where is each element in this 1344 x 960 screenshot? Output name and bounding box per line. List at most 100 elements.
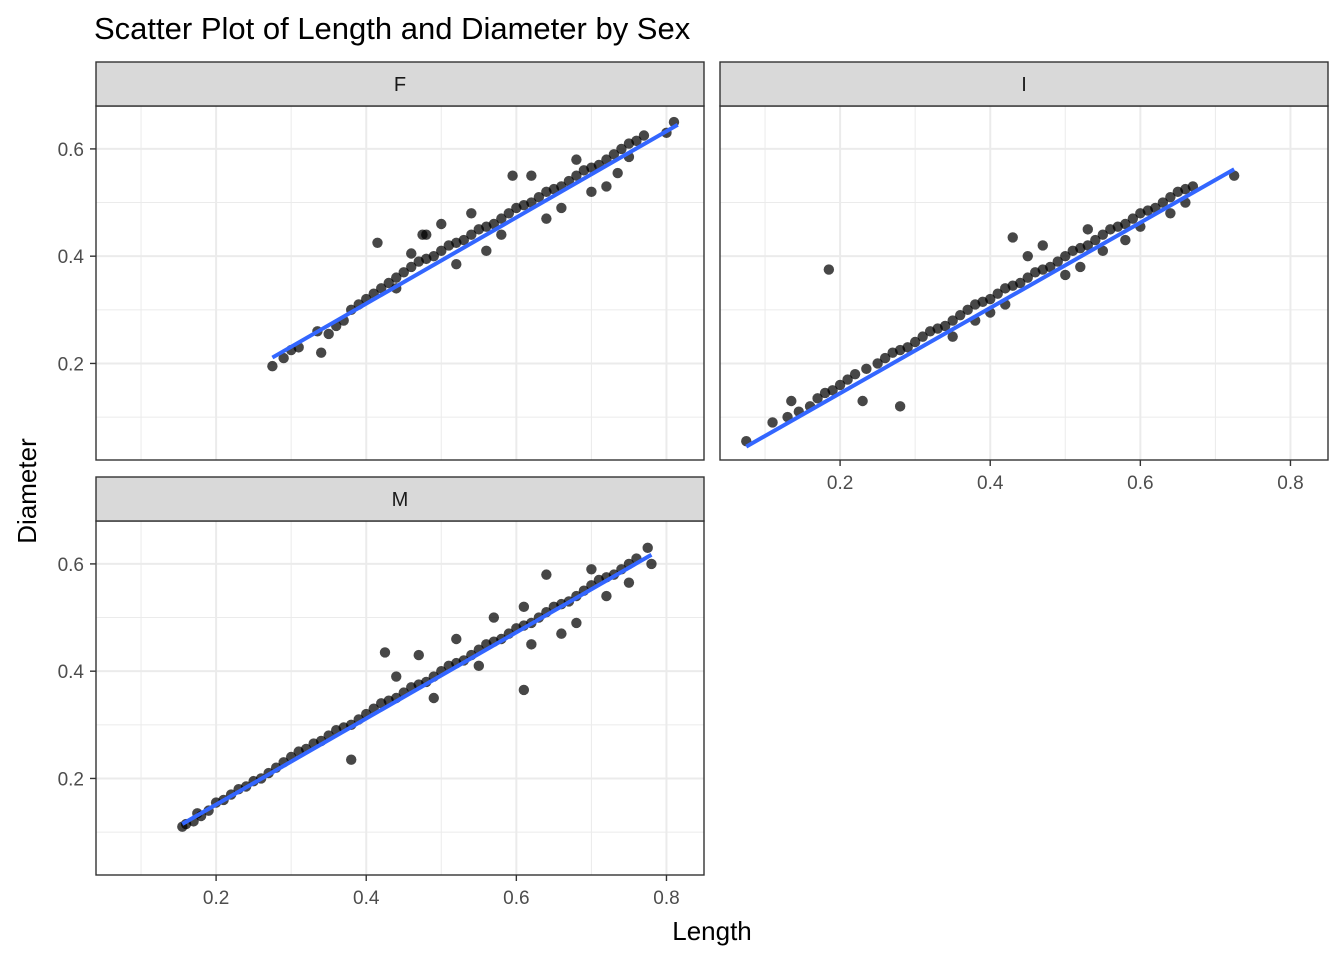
data-point bbox=[533, 191, 545, 203]
data-point bbox=[947, 331, 958, 342]
x-tick-label: 0.4 bbox=[977, 473, 1004, 494]
data-point bbox=[496, 229, 507, 240]
points-i bbox=[741, 170, 1240, 447]
data-point bbox=[954, 309, 966, 321]
x-tick-label: 0.8 bbox=[1277, 473, 1303, 494]
data-point bbox=[541, 213, 552, 224]
data-point bbox=[985, 293, 996, 305]
data-point bbox=[379, 647, 391, 658]
data-point bbox=[436, 245, 447, 257]
data-point bbox=[1037, 240, 1048, 251]
y-tick-label: 0.4 bbox=[58, 662, 85, 683]
data-point bbox=[861, 363, 872, 375]
facet-panels: F 0.2 0.4 0.6 I 0.2 0.4 0.6 0.8 M 0.2 0.4 0.6 0.8 0.2 0… bbox=[58, 61, 1329, 909]
data-point bbox=[823, 264, 835, 275]
data-point bbox=[1060, 269, 1071, 281]
data-point bbox=[834, 379, 846, 391]
data-point bbox=[1120, 218, 1131, 230]
data-point bbox=[413, 649, 424, 661]
data-point bbox=[812, 393, 823, 404]
data-point bbox=[872, 358, 883, 369]
data-point bbox=[1052, 256, 1063, 267]
data-point bbox=[623, 577, 635, 588]
data-point bbox=[586, 564, 597, 575]
data-point bbox=[939, 320, 951, 332]
data-point bbox=[767, 417, 778, 428]
data-point bbox=[518, 684, 530, 696]
data-point bbox=[451, 259, 462, 270]
y-axis-title: Diameter bbox=[12, 438, 42, 544]
data-point bbox=[612, 167, 623, 179]
data-point bbox=[909, 336, 921, 348]
x-tick-label: 0.4 bbox=[353, 888, 380, 909]
facet-strip-label: M bbox=[392, 489, 409, 511]
data-point bbox=[601, 590, 612, 602]
y-tick-label: 0.6 bbox=[58, 140, 84, 161]
data-point bbox=[315, 347, 327, 358]
data-point bbox=[1022, 272, 1033, 283]
data-point bbox=[857, 395, 868, 407]
data-point bbox=[421, 229, 432, 240]
y-tick-label: 0.2 bbox=[58, 769, 84, 790]
data-point bbox=[1090, 234, 1101, 246]
data-point bbox=[556, 628, 567, 639]
data-point bbox=[346, 754, 357, 765]
data-point bbox=[616, 143, 627, 155]
data-point bbox=[1157, 197, 1169, 208]
data-point bbox=[526, 170, 537, 181]
data-point bbox=[586, 186, 597, 198]
facet-strip-label: F bbox=[394, 74, 406, 96]
data-point bbox=[1165, 208, 1176, 219]
x-tick-label: 0.6 bbox=[503, 888, 529, 909]
data-point bbox=[466, 229, 477, 240]
data-point bbox=[1127, 213, 1139, 224]
chart-title: Scatter Plot of Length and Diameter by S… bbox=[94, 11, 691, 46]
data-point bbox=[1022, 250, 1033, 262]
trend-line bbox=[745, 167, 1236, 449]
data-point bbox=[631, 135, 642, 147]
panel-f: F 0.2 0.4 0.6 bbox=[58, 61, 705, 461]
data-point bbox=[372, 237, 383, 248]
panel-m: M 0.2 0.4 0.6 0.8 0.2 0.4 0.6 bbox=[58, 476, 705, 909]
x-tick-label: 0.2 bbox=[827, 473, 853, 494]
data-point bbox=[541, 569, 552, 580]
data-point bbox=[1082, 224, 1094, 235]
data-point bbox=[436, 218, 447, 230]
trend-line bbox=[271, 123, 679, 360]
data-point bbox=[902, 342, 913, 353]
data-point bbox=[849, 368, 861, 380]
data-point bbox=[1075, 261, 1086, 273]
data-point bbox=[608, 149, 620, 160]
data-point bbox=[406, 261, 417, 273]
data-point bbox=[1007, 232, 1018, 243]
data-point bbox=[992, 288, 1003, 299]
data-point bbox=[842, 374, 853, 385]
data-point bbox=[466, 208, 477, 219]
data-point bbox=[503, 208, 515, 219]
data-point bbox=[1097, 229, 1109, 240]
x-tick-label: 0.8 bbox=[653, 888, 679, 909]
data-point bbox=[278, 352, 289, 364]
data-point bbox=[458, 234, 470, 246]
data-point bbox=[1228, 170, 1240, 181]
data-point bbox=[894, 401, 906, 412]
data-point bbox=[473, 660, 485, 672]
data-point bbox=[646, 558, 657, 570]
data-point bbox=[947, 315, 958, 326]
data-point bbox=[1060, 250, 1071, 262]
facet-strip bbox=[95, 61, 705, 107]
data-point bbox=[451, 633, 462, 645]
data-point bbox=[428, 692, 439, 704]
data-point bbox=[601, 181, 612, 192]
data-point bbox=[383, 277, 394, 289]
points-f bbox=[267, 116, 680, 372]
data-point bbox=[526, 639, 537, 650]
data-point bbox=[391, 272, 402, 283]
data-point bbox=[507, 170, 518, 181]
data-point bbox=[786, 395, 797, 407]
trend-line bbox=[181, 553, 653, 826]
data-point bbox=[571, 154, 582, 165]
data-point bbox=[391, 671, 402, 682]
